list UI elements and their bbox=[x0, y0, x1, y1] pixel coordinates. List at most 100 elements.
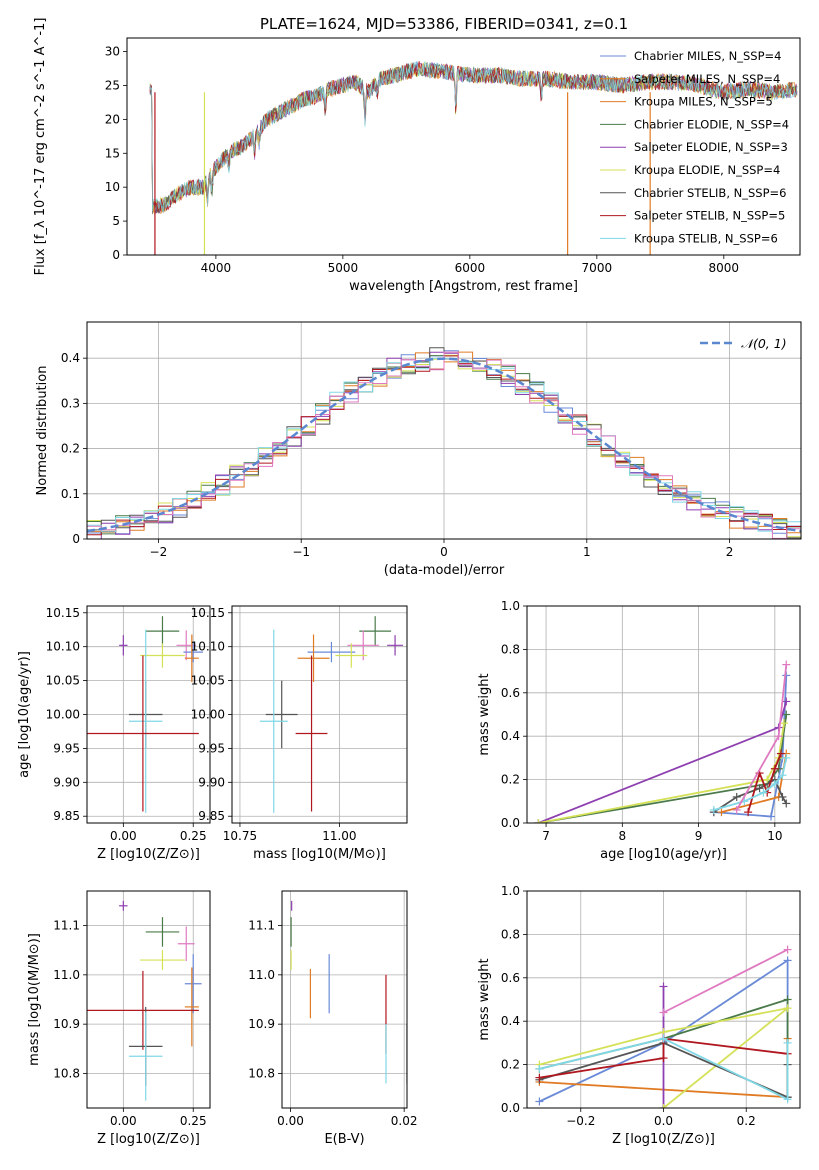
weight-line bbox=[539, 1007, 789, 1108]
y-tick-label: 0.0 bbox=[501, 816, 520, 830]
y-tick-label: 10.00 bbox=[46, 708, 80, 722]
legend-entry: 𝒩(0, 1) bbox=[741, 336, 787, 351]
x-tick-label: 7 bbox=[542, 829, 550, 843]
y-tick-label: 10.9 bbox=[53, 1017, 80, 1031]
weight-line bbox=[539, 1037, 789, 1101]
y-tick-label: 5 bbox=[112, 214, 120, 228]
axes-frame bbox=[86, 605, 211, 824]
y-axis-label: Flux [f_λ 10^-17 erg cm^-2 s^-1 A^-1] bbox=[33, 18, 48, 276]
residual-histogram-panel: −2 −1 0 1 2 0 0.1 0.2 0.3 0.4 (data-model)/error No… bbox=[35, 321, 802, 578]
y-tick-label: 10.15 bbox=[46, 606, 80, 620]
weight-line bbox=[713, 757, 788, 811]
y-tick-label: 1.0 bbox=[501, 599, 520, 613]
y-tick-label: 9.90 bbox=[53, 775, 80, 789]
mass-vs-metallicity-panel: 0.00 0.25 10.8 10.9 11.0 11.1 Z [log10(Z/Z⊙)] m… bbox=[27, 890, 211, 1147]
legend-entry: Salpeter ELODIE, N_SSP=3 bbox=[634, 140, 788, 154]
y-tick-label: 9.90 bbox=[198, 775, 225, 789]
x-tick-label: 0 bbox=[440, 545, 448, 559]
legend-entry: Salpeter MILES, N_SSP=4 bbox=[634, 72, 780, 86]
legend-entry: Chabrier STELIB, N_SSP=6 bbox=[634, 186, 786, 200]
gaussian-curve bbox=[87, 357, 801, 533]
x-tick-label: 6000 bbox=[455, 261, 486, 275]
x-tick-label: −1 bbox=[292, 545, 310, 559]
x-tick-label: −0.2 bbox=[566, 1114, 595, 1128]
y-tick-label: 10.00 bbox=[191, 708, 225, 722]
axes-frame bbox=[86, 890, 211, 1109]
age-vs-metallicity-panel: 0.00 0.25 9.85 9.90 9.95 10.00 10.05 10.10 10.15… bbox=[17, 605, 211, 862]
y-axis-label: mass weight bbox=[477, 958, 492, 1040]
x-axis-label: age [log10(age/yr)] bbox=[600, 847, 727, 862]
y-tick-label: 0.8 bbox=[501, 927, 520, 941]
y-tick-label: 10.8 bbox=[53, 1066, 80, 1080]
y-tick-label: 11.1 bbox=[248, 919, 275, 933]
y-tick-label: 10.10 bbox=[191, 640, 225, 654]
y-tick-label: 0.1 bbox=[61, 487, 80, 501]
x-axis-label: mass [log10(M/M⊙)] bbox=[253, 847, 386, 862]
histogram-step bbox=[87, 351, 801, 539]
x-axis-label: E(B-V) bbox=[324, 1132, 364, 1147]
spectrum-line bbox=[149, 61, 798, 213]
x-tick-label: 9 bbox=[695, 829, 703, 843]
x-axis-label: (data-model)/error bbox=[384, 563, 505, 578]
y-tick-label: 0 bbox=[112, 248, 120, 262]
y-tick-label: 0.2 bbox=[61, 442, 80, 456]
weight-line bbox=[713, 778, 788, 813]
x-tick-label: 8000 bbox=[709, 261, 740, 275]
plot-area bbox=[290, 900, 407, 1084]
x-tick-label: 10 bbox=[767, 829, 782, 843]
x-tick-label: 10.75 bbox=[223, 829, 257, 843]
y-tick-label: 0.2 bbox=[501, 773, 520, 787]
y-tick-label: 0.6 bbox=[501, 686, 520, 700]
y-tick-label: 0.4 bbox=[61, 351, 80, 365]
weight-line bbox=[539, 1037, 788, 1079]
y-tick-label: 10.10 bbox=[46, 640, 80, 654]
y-tick-label: 0.4 bbox=[501, 729, 520, 743]
plot-area bbox=[535, 945, 792, 1108]
age-vs-mass-panel: 10.75 11.00 9.85 9.90 9.95 10.00 10.05 10.10 10.… bbox=[191, 605, 408, 862]
weight-line bbox=[663, 948, 789, 1014]
axes-frame bbox=[86, 321, 802, 540]
plot-area bbox=[87, 347, 801, 539]
axes-frame bbox=[231, 605, 408, 824]
y-tick-label: 10.05 bbox=[46, 674, 80, 688]
x-tick-label: −2 bbox=[150, 545, 168, 559]
y-tick-label: 9.95 bbox=[53, 741, 80, 755]
x-tick-label: 0.2 bbox=[737, 1114, 756, 1128]
y-tick-label: 0.2 bbox=[501, 1058, 520, 1072]
y-tick-label: 1.0 bbox=[501, 884, 520, 898]
x-tick-label: 0.00 bbox=[110, 1114, 137, 1128]
y-tick-label: 0.0 bbox=[501, 1101, 520, 1115]
axes-frame bbox=[526, 605, 801, 824]
axes-frame bbox=[526, 890, 801, 1109]
y-tick-label: 25 bbox=[105, 78, 120, 92]
y-tick-label: 10.8 bbox=[248, 1066, 275, 1080]
legend-entry: Salpeter STELIB, N_SSP=5 bbox=[634, 209, 785, 223]
x-tick-label: 0.00 bbox=[277, 1114, 304, 1128]
x-axis-label: Z [log10(Z/Z⊙)] bbox=[97, 847, 200, 862]
weight-vs-metallicity-panel: −0.2 0.0 0.2 0.0 0.2 0.4 0.6 0.8 1.0 Z [log10(Z/Z… bbox=[477, 884, 801, 1147]
x-tick-label: 8 bbox=[619, 829, 627, 843]
plot-area bbox=[259, 616, 404, 813]
y-tick-label: 10.15 bbox=[191, 606, 225, 620]
weight-vs-age-panel: 7 8 9 10 0.0 0.2 0.4 0.6 0.8 1.0 age [log10(age/yr… bbox=[477, 599, 801, 862]
y-tick-label: 11.0 bbox=[53, 968, 80, 982]
y-tick-label: 9.85 bbox=[198, 809, 225, 823]
y-axis-label: mass [log10(M/M⊙)] bbox=[27, 933, 42, 1066]
y-tick-label: 15 bbox=[105, 146, 120, 160]
plot-area bbox=[149, 60, 798, 255]
x-tick-label: 0.25 bbox=[180, 829, 207, 843]
y-tick-label: 10.05 bbox=[191, 674, 225, 688]
x-tick-label: 4000 bbox=[201, 261, 232, 275]
x-axis-label: Z [log10(Z/Z⊙)] bbox=[97, 1132, 200, 1147]
y-axis-label: Normed distribution bbox=[35, 366, 50, 496]
legend-entry: Kroupa ELODIE, N_SSP=4 bbox=[634, 163, 780, 177]
y-tick-label: 9.95 bbox=[198, 741, 225, 755]
axes-frame bbox=[126, 37, 801, 256]
spectrum-panel: 4000 5000 6000 7000 8000 0 5 10 15 20 25 30 waveleng… bbox=[33, 18, 801, 294]
x-tick-label: 0.00 bbox=[110, 829, 137, 843]
legend-entry: Chabrier MILES, N_SSP=4 bbox=[634, 49, 781, 63]
y-tick-label: 10 bbox=[105, 180, 120, 194]
x-tick-label: 2 bbox=[726, 545, 734, 559]
y-tick-label: 0.8 bbox=[501, 642, 520, 656]
